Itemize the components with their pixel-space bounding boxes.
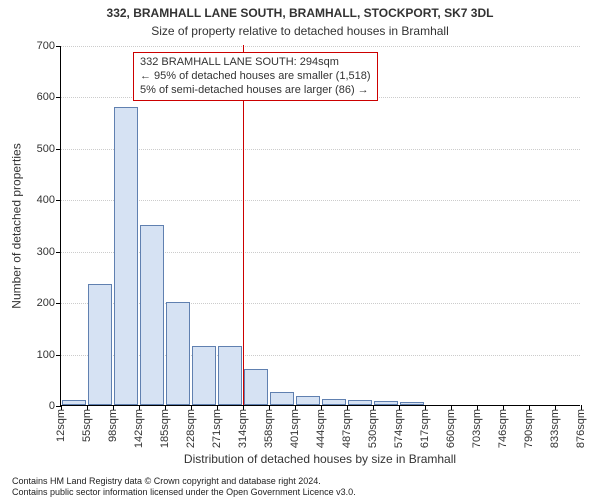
ytick-label: 300 (37, 246, 55, 258)
ytick-label: 100 (37, 349, 55, 361)
chart-title-line2: Size of property relative to detached ho… (0, 24, 600, 38)
annotation-box: 332 BRAMHALL LANE SOUTH: 294sqm ← 95% of… (133, 52, 378, 101)
xtick-label: 142sqm (133, 409, 145, 448)
xtick-label: 12sqm (55, 409, 67, 442)
annotation-line1: 332 BRAMHALL LANE SOUTH: 294sqm (140, 56, 371, 70)
histogram-bar (140, 225, 165, 405)
histogram-bar (270, 392, 295, 405)
ytick-mark (56, 355, 61, 356)
histogram-bar (166, 302, 191, 405)
xtick-label: 660sqm (445, 409, 457, 448)
xtick-label: 98sqm (107, 409, 119, 442)
histogram-bar (88, 284, 113, 405)
ytick-mark (56, 303, 61, 304)
xtick-label: 314sqm (237, 409, 249, 448)
footer-attribution: Contains HM Land Registry data © Crown c… (12, 476, 356, 497)
footer-line2: Contains public sector information licen… (12, 487, 356, 497)
ytick-mark (56, 46, 61, 47)
annotation-line2: ← 95% of detached houses are smaller (1,… (140, 70, 371, 84)
histogram-bar (62, 400, 87, 405)
ytick-mark (56, 200, 61, 201)
annotation-line3: 5% of semi-detached houses are larger (8… (140, 84, 371, 98)
xtick-label: 444sqm (315, 409, 327, 448)
xtick-label: 271sqm (211, 409, 223, 448)
xtick-label: 876sqm (575, 409, 587, 448)
chart-frame: 332, BRAMHALL LANE SOUTH, BRAMHALL, STOC… (0, 0, 600, 500)
gridline-h (61, 149, 580, 150)
histogram-bar (348, 400, 373, 405)
histogram-bar (400, 402, 425, 405)
xtick-label: 401sqm (289, 409, 301, 448)
xtick-label: 617sqm (419, 409, 431, 448)
histogram-bar (296, 396, 321, 405)
xtick-label: 703sqm (471, 409, 483, 448)
ytick-mark (56, 252, 61, 253)
gridline-h (61, 46, 580, 47)
ytick-mark (56, 97, 61, 98)
xtick-label: 833sqm (549, 409, 561, 448)
xtick-label: 530sqm (367, 409, 379, 448)
histogram-bar (114, 107, 139, 405)
histogram-bar (192, 346, 217, 405)
histogram-bar (244, 369, 269, 405)
xtick-label: 790sqm (523, 409, 535, 448)
xtick-label: 185sqm (159, 409, 171, 448)
ytick-label: 500 (37, 143, 55, 155)
xtick-label: 746sqm (497, 409, 509, 448)
plot-area: 010020030040050060070012sqm55sqm98sqm142… (60, 46, 580, 406)
xtick-label: 228sqm (185, 409, 197, 448)
y-axis-label-wrap: Number of detached properties (10, 46, 24, 406)
histogram-bar (218, 346, 243, 405)
chart-title-line1: 332, BRAMHALL LANE SOUTH, BRAMHALL, STOC… (0, 6, 600, 20)
ytick-label: 200 (37, 297, 55, 309)
ytick-label: 600 (37, 91, 55, 103)
footer-line1: Contains HM Land Registry data © Crown c… (12, 476, 356, 486)
xtick-label: 55sqm (81, 409, 93, 442)
xtick-label: 358sqm (263, 409, 275, 448)
x-axis-label: Distribution of detached houses by size … (60, 452, 580, 466)
y-axis-label: Number of detached properties (10, 143, 24, 308)
ytick-label: 700 (37, 40, 55, 52)
xtick-label: 487sqm (341, 409, 353, 448)
gridline-h (61, 200, 580, 201)
ytick-label: 400 (37, 194, 55, 206)
ytick-mark (56, 149, 61, 150)
histogram-bar (374, 401, 399, 405)
xtick-label: 574sqm (393, 409, 405, 448)
histogram-bar (322, 399, 347, 405)
